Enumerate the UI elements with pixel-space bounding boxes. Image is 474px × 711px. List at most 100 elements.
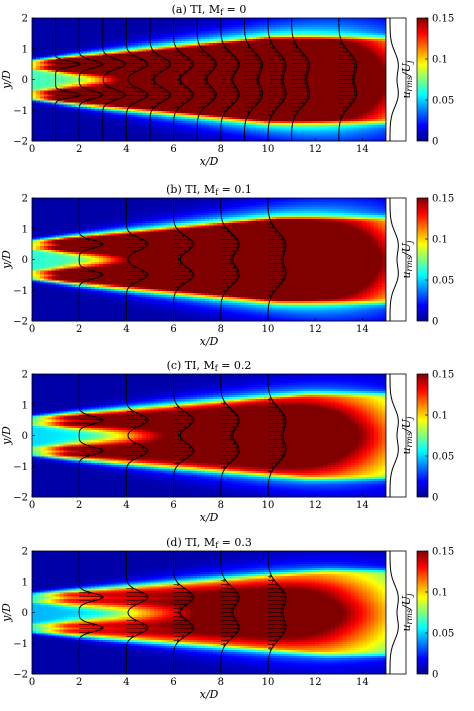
y-tick-label: 2 <box>22 194 28 205</box>
x-tick-label: 12 <box>309 144 322 155</box>
x-tick-label: 8 <box>218 324 224 335</box>
colorbar-tick: 0.05 <box>425 276 454 287</box>
colorbar-tick: 0.15 <box>425 14 454 25</box>
colorbar-tick: 0.1 <box>425 55 448 66</box>
panel-title: (b) TI, Mf = 0.1 <box>166 183 252 197</box>
colorbar-tick-label: 0.1 <box>432 235 448 246</box>
x-tick-label: 0 <box>29 500 35 511</box>
x-axis-label: x/D <box>200 155 219 168</box>
x-tick-label: 6 <box>170 144 176 155</box>
x-tick-label: 10 <box>262 677 275 688</box>
colorbar-tick: 0.05 <box>425 452 454 463</box>
y-tick-label: 0 <box>22 255 28 266</box>
colorbar-tick-label: 0 <box>432 670 438 681</box>
colorbar-tick: 0.15 <box>425 547 454 558</box>
colorbar-tick: 0.15 <box>425 194 454 205</box>
x-tick-label: 8 <box>218 144 224 155</box>
colorbar-tick-label: 0.15 <box>432 14 454 25</box>
y-tick-label: 2 <box>22 14 28 25</box>
x-tick-label: 6 <box>170 677 176 688</box>
x-tick-label: 12 <box>309 677 322 688</box>
side-profile-box <box>386 551 406 674</box>
x-tick-label: 0 <box>29 324 35 335</box>
colorbar-tick-label: 0.15 <box>432 194 454 205</box>
x-axis-label: x/D <box>200 511 219 524</box>
colorbar-tick-label: 0 <box>432 137 438 148</box>
x-tick-label: 10 <box>262 500 275 511</box>
y-tick-label: −1 <box>13 106 28 117</box>
panel-title: (a) TI, Mf = 0 <box>172 3 247 17</box>
y-tick-label: −2 <box>13 317 28 328</box>
side-profile-box <box>386 374 406 497</box>
x-tick-label: 4 <box>123 500 129 511</box>
heatmap <box>32 374 387 498</box>
x-tick-label: 10 <box>262 144 275 155</box>
y-axis-label: y/D <box>0 250 13 270</box>
x-tick-label: 14 <box>356 324 369 335</box>
x-tick-label: 14 <box>356 144 369 155</box>
y-axis-label: y/D <box>0 70 13 90</box>
x-tick-label: 8 <box>218 500 224 511</box>
colorbar-tick-label: 0.05 <box>432 629 454 640</box>
x-tick-label: 2 <box>76 144 82 155</box>
side-profile-box <box>386 198 406 321</box>
colorbar-tick-label: 0.05 <box>432 452 454 463</box>
colorbar-tick: 0.1 <box>425 235 448 246</box>
x-tick-label: 10 <box>262 324 275 335</box>
y-tick-label: 0 <box>22 75 28 86</box>
x-tick-label: 12 <box>309 324 322 335</box>
x-tick-label: 2 <box>76 677 82 688</box>
y-tick-label: 0 <box>22 608 28 619</box>
side-profile-box <box>386 18 406 141</box>
x-tick-label: 6 <box>170 324 176 335</box>
colorbar-tick: 0.05 <box>425 629 454 640</box>
colorbar-tick: 0.05 <box>425 96 454 107</box>
y-tick-label: 1 <box>22 577 28 588</box>
colorbar-tick-label: 0.15 <box>432 370 454 381</box>
x-tick-label: 0 <box>29 677 35 688</box>
y-tick-label: 2 <box>22 547 28 558</box>
y-tick-label: −1 <box>13 286 28 297</box>
heatmap <box>32 198 387 322</box>
y-tick-label: −2 <box>13 137 28 148</box>
x-tick-label: 0 <box>29 144 35 155</box>
heatmap <box>32 551 387 675</box>
x-tick-label: 2 <box>76 500 82 511</box>
colorbar-tick-label: 0 <box>432 493 438 504</box>
y-tick-label: 0 <box>22 431 28 442</box>
y-tick-label: 1 <box>22 44 28 55</box>
panel-title: (d) TI, Mf = 0.3 <box>166 536 252 550</box>
y-axis-label: y/D <box>0 426 13 446</box>
colorbar-tick: 0.1 <box>425 411 448 422</box>
x-tick-label: 8 <box>218 677 224 688</box>
x-tick-label: 4 <box>123 144 129 155</box>
colorbar-tick-label: 0.1 <box>432 411 448 422</box>
x-axis-label: x/D <box>200 335 219 348</box>
y-tick-label: −1 <box>13 639 28 650</box>
x-tick-label: 12 <box>309 500 322 511</box>
y-tick-label: −2 <box>13 493 28 504</box>
x-tick-label: 2 <box>76 324 82 335</box>
panel-title: (c) TI, Mf = 0.2 <box>167 359 252 373</box>
colorbar-tick-label: 0.1 <box>432 588 448 599</box>
y-axis-label: y/D <box>0 603 13 623</box>
x-tick-label: 6 <box>170 500 176 511</box>
x-tick-label: 14 <box>356 500 369 511</box>
x-axis-label: x/D <box>200 688 219 701</box>
colorbar-tick: 0.15 <box>425 370 454 381</box>
colorbar-tick: 0.1 <box>425 588 448 599</box>
colorbar-tick-label: 0 <box>432 317 438 328</box>
x-tick-label: 14 <box>356 677 369 688</box>
colorbar-tick-label: 0.1 <box>432 55 448 66</box>
x-tick-label: 4 <box>123 677 129 688</box>
heatmap <box>32 18 387 142</box>
colorbar-tick-label: 0.05 <box>432 276 454 287</box>
